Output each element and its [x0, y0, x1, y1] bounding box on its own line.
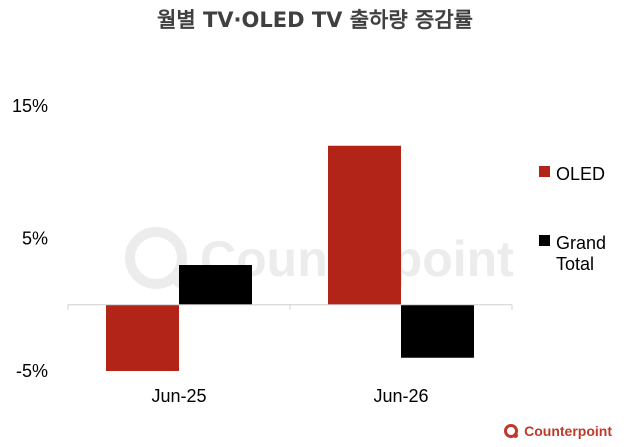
brand-logo: Counterpoint: [504, 423, 612, 439]
bar-oled: [328, 145, 401, 305]
legend-swatch: [539, 166, 550, 177]
x-axis: [67, 304, 513, 310]
y-tick-label: -5%: [16, 361, 48, 381]
bar-grand-total: [401, 304, 474, 358]
brand-text: Counterpoint: [524, 423, 612, 439]
category-label: Jun-26: [373, 386, 428, 406]
y-axis-ticks: 15% 5% -5%: [12, 96, 48, 381]
chart-title: 월별 TV·OLED TV 출하량 증감률: [157, 8, 473, 32]
category-label: Jun-25: [151, 386, 206, 406]
bars: [106, 145, 474, 371]
x-axis-labels: Jun-25 Jun-26: [151, 386, 428, 406]
legend: OLED Grand Total: [539, 164, 606, 274]
legend-label: OLED: [556, 164, 605, 184]
counterpoint-logo-icon: [504, 424, 519, 438]
bar-oled: [106, 304, 179, 371]
bar-grand-total: [179, 265, 252, 305]
legend-swatch: [539, 235, 550, 246]
legend-label: Grand Total: [556, 233, 606, 274]
y-tick-label: 5%: [22, 229, 48, 249]
y-tick-label: 15%: [12, 96, 48, 116]
